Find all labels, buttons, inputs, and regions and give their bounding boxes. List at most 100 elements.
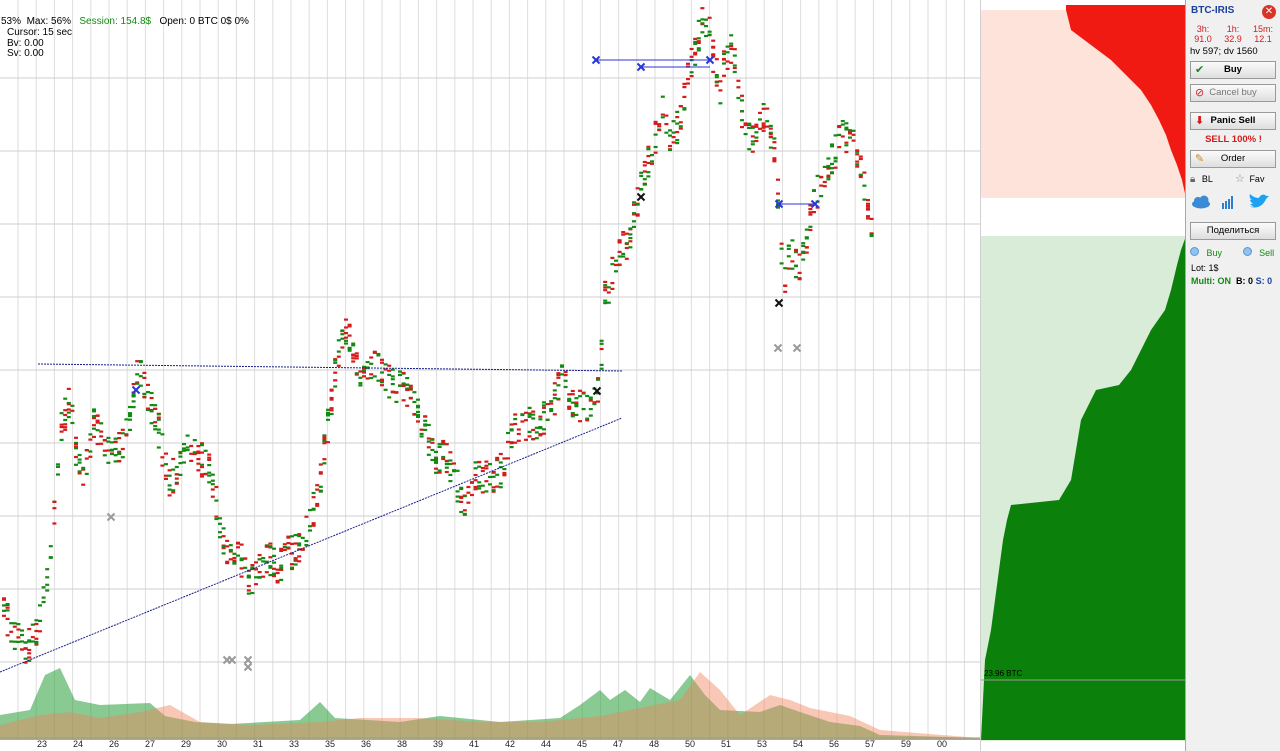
x-tick-label: 00 (937, 739, 947, 749)
buy-mark (254, 576, 258, 579)
sell-mark (412, 413, 417, 416)
chart-canvas[interactable]: 23 24 26 27 29 30 31 33 35 36 38 39 41 42 44 45 47 48 50 51… (0, 0, 980, 751)
star-icon[interactable]: ☆ (1235, 173, 1245, 185)
sell-mark (88, 455, 93, 458)
sell-mark (63, 428, 68, 431)
cancel-buy-button[interactable]: ⊘ Cancel buy (1190, 84, 1276, 102)
sell-mark (524, 438, 528, 441)
sell-mark (120, 428, 125, 431)
buy-mark (153, 404, 158, 407)
sell-mark (246, 589, 251, 592)
quick-sell-link[interactable]: Sell (1259, 248, 1275, 258)
sell-mark (135, 381, 140, 384)
buy-mark (459, 486, 464, 489)
buy-mark (444, 466, 449, 469)
buy-mark (498, 486, 503, 489)
lot-size[interactable]: Lot: 1$ (1191, 263, 1219, 273)
buy-mark (261, 557, 266, 560)
buy-mark (185, 434, 190, 437)
cloud-icon[interactable] (1192, 195, 1210, 209)
sell-mark (2, 597, 6, 600)
sell-mark (239, 567, 244, 570)
buy-mark (246, 575, 251, 579)
buy-mark (815, 174, 820, 177)
buy-mark (41, 601, 46, 604)
sell-mark (329, 398, 334, 401)
buy-mark (534, 426, 539, 429)
share-button[interactable]: Поделиться (1190, 222, 1276, 240)
sell-mark (5, 606, 10, 609)
lock-icon[interactable]: 🔒︎ (1190, 174, 1196, 185)
buy-mark (246, 574, 251, 577)
sell-mark (444, 443, 449, 446)
buy-mark (311, 508, 316, 511)
buy-mark (833, 157, 838, 160)
buy-mark (444, 463, 449, 466)
bl-label[interactable]: BL (1201, 174, 1213, 184)
sell-mark (225, 539, 230, 542)
sell-mark (437, 471, 442, 474)
sell-mark (768, 135, 773, 138)
close-icon[interactable]: ✕ (1262, 5, 1276, 19)
buy-mark (156, 431, 161, 434)
sell-mark (840, 135, 845, 138)
buy-mark (736, 96, 741, 100)
sell-mark (869, 217, 874, 220)
sell-mark (657, 125, 662, 128)
buy-mark (722, 62, 726, 65)
sell-mark (419, 428, 424, 431)
multi-status[interactable]: Multi: ON B: 0 S: 0 (1191, 276, 1272, 286)
buy-mark (610, 263, 615, 266)
buy-mark (761, 103, 766, 106)
sell-mark (167, 469, 172, 472)
sell-mark (808, 204, 813, 207)
sell-mark (675, 131, 680, 134)
sell-mark (765, 125, 770, 128)
sell-mark (214, 485, 219, 489)
sell-mark (344, 318, 348, 321)
buy-button[interactable]: ✔ Buy (1190, 61, 1276, 79)
buy-mark (455, 495, 460, 498)
quick-buy-link[interactable]: Buy (1206, 248, 1223, 258)
sell-mark (858, 175, 863, 179)
sell-mark (531, 438, 536, 441)
cancelled-order-marker (243, 655, 253, 665)
sell-all-link[interactable]: SELL 100% ! (1205, 134, 1262, 145)
buy-mark (693, 42, 698, 45)
buy-mark (578, 395, 582, 398)
buy-mark (416, 404, 420, 407)
buy-mark (27, 640, 32, 643)
sell-mark (783, 284, 788, 287)
buy-mark (599, 342, 604, 345)
buy-mark (95, 429, 100, 432)
buy-mark (304, 544, 309, 547)
sell-mark (408, 384, 413, 387)
x-tick-label: 31 (253, 739, 263, 749)
buy-mark (826, 164, 831, 168)
chart-icon[interactable] (1222, 196, 1233, 209)
filled-order-marker (592, 386, 602, 396)
sell-mark (362, 371, 366, 374)
twitter-icon[interactable] (1248, 194, 1269, 208)
x-tick-label: 57 (865, 739, 875, 749)
sell-mark (765, 107, 770, 110)
buy-mark (113, 454, 118, 457)
fav-label[interactable]: Fav (1249, 174, 1265, 184)
buy-mark (401, 382, 406, 385)
filled-order-marker (774, 298, 784, 308)
buy-mark (678, 125, 683, 128)
sell-mark (279, 568, 284, 571)
sell-mark (268, 542, 273, 545)
sell-mark (797, 253, 802, 256)
panic-sell-button[interactable]: ⬇ Panic Sell (1190, 112, 1276, 130)
buy-mark (156, 418, 161, 421)
buy-mark (178, 462, 183, 465)
buy-mark (178, 455, 183, 458)
price-chart[interactable]: 23 24 26 27 29 30 31 33 35 36 38 39 41 42 44 45 47 48 50 51… (0, 0, 980, 751)
order-button[interactable]: ✎ Order (1190, 150, 1276, 168)
sell-mark (362, 367, 366, 370)
buy-mark (185, 446, 190, 449)
buy-mark (794, 264, 798, 267)
sell-mark (502, 473, 507, 477)
sell-mark (254, 568, 258, 571)
